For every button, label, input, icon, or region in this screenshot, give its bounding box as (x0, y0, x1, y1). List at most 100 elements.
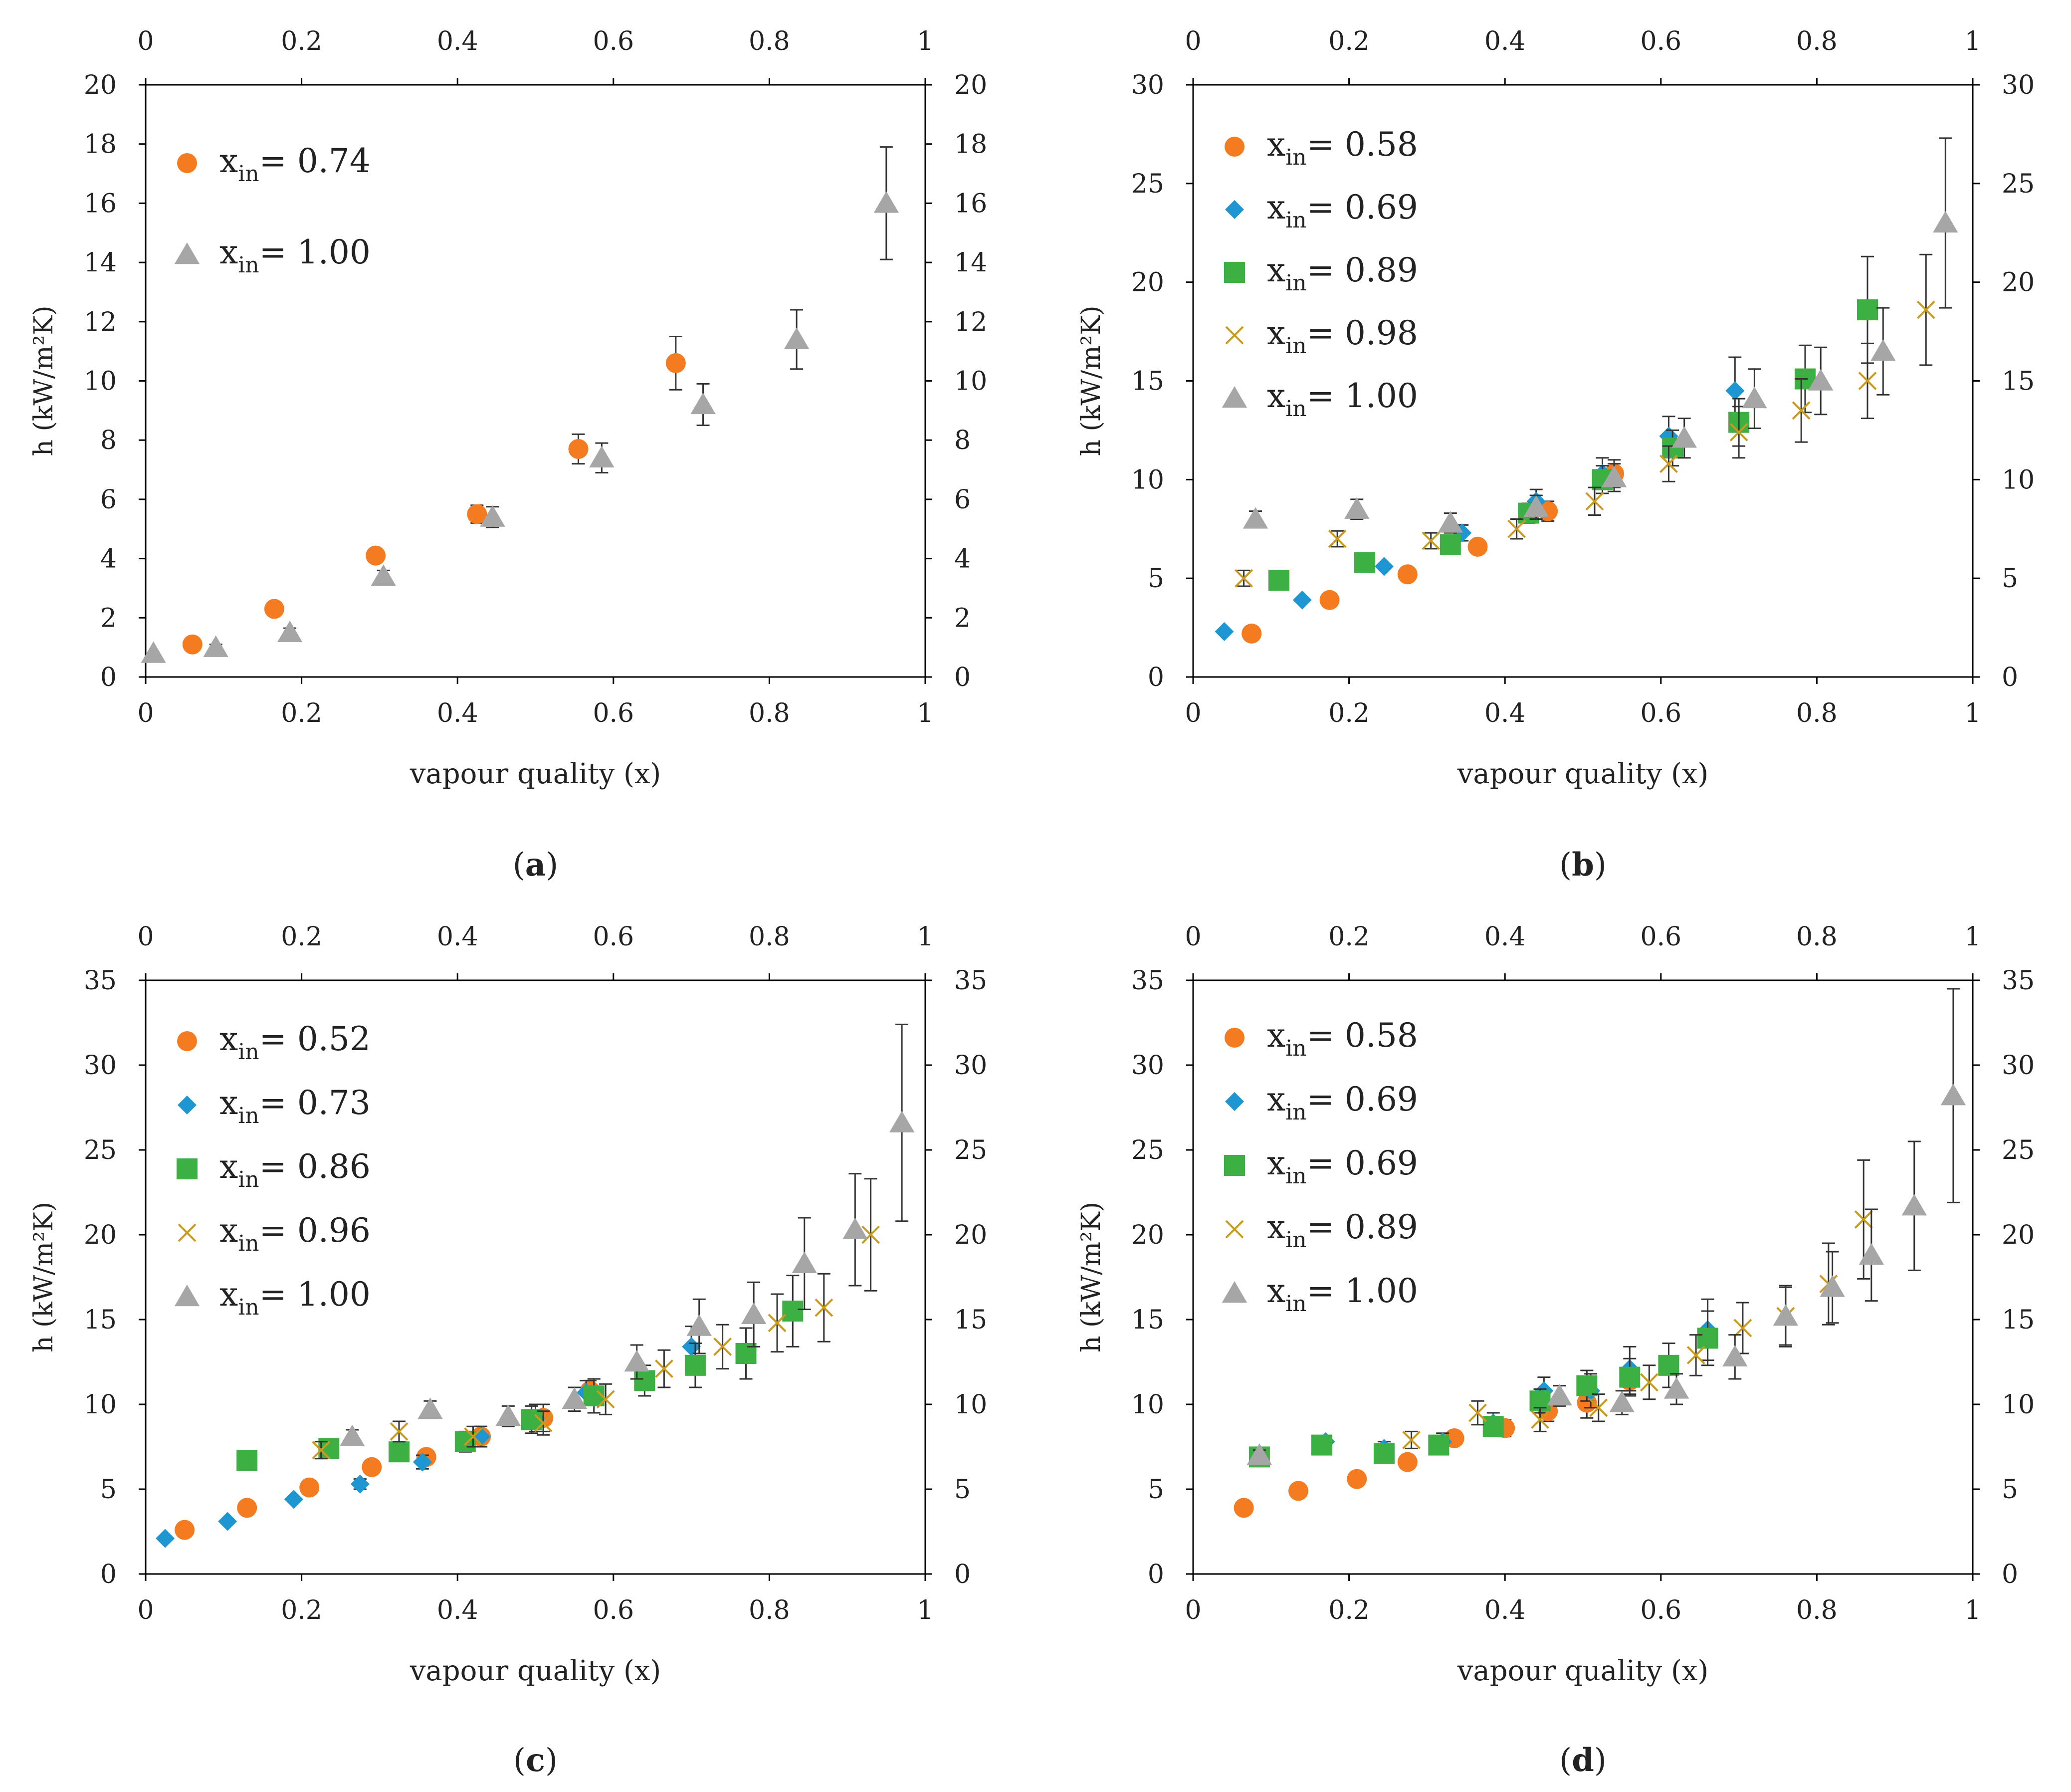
legend-value: = 1.00 (1307, 1272, 1418, 1310)
y-tick-label-right: 35 (954, 966, 987, 996)
legend-value: = 0.69 (1307, 1144, 1418, 1182)
x-tick-label: 1 (1964, 1595, 1981, 1625)
x-tick-label-top: 0.4 (437, 26, 478, 56)
data-point-triangle (480, 505, 505, 527)
data-point-cross (1659, 454, 1678, 473)
data-point-cross (1733, 1319, 1752, 1338)
legend-marker-triangle (1222, 1281, 1247, 1303)
x-tick-label: 0.4 (1484, 698, 1526, 728)
y-tick-label-right: 16 (954, 189, 987, 219)
x-tick-label-top: 0.8 (749, 26, 790, 56)
legend-subscript: in (1285, 333, 1306, 359)
legend-subscript: in (1285, 396, 1306, 422)
data-point-cross (768, 1314, 787, 1333)
data-point-cross (1916, 300, 1935, 319)
legend-marker-diamond (178, 1096, 197, 1115)
y-tick-label: 5 (1148, 1475, 1164, 1505)
y-tick-label: 25 (1131, 169, 1164, 199)
x-tick-label-top: 0.6 (1640, 922, 1681, 952)
legend-entry: xin= 0.69 (1267, 188, 1418, 233)
data-point-cross (1686, 1345, 1705, 1364)
data-point-cross (1422, 531, 1441, 550)
legend-marker-circle (1225, 137, 1244, 157)
legend-var: x (1267, 377, 1285, 415)
data-point-cross (1792, 401, 1811, 420)
data-point-diamond (156, 1529, 175, 1548)
data-point-circle (1288, 1481, 1309, 1501)
data-point-square (1268, 570, 1289, 591)
legend-subscript: in (1285, 145, 1306, 170)
data-point-cross (815, 1298, 833, 1317)
legend-value: = 0.52 (259, 1020, 371, 1058)
data-point-square (1576, 1375, 1598, 1396)
plot-frame (1192, 979, 1974, 1575)
legend-var: x (1267, 188, 1285, 226)
legend-value: = 0.73 (259, 1084, 371, 1122)
data-point-triangle (417, 1397, 443, 1419)
data-point-circle (665, 353, 686, 373)
y-tick-label: 15 (84, 1305, 117, 1335)
legend-marker-square (1224, 1155, 1245, 1176)
x-tick-label-top: 0.4 (1484, 26, 1526, 56)
legend-entry: xin= 0.69 (1267, 1080, 1418, 1125)
data-point-square (1697, 1328, 1718, 1349)
legend-value: = 0.58 (1307, 1016, 1418, 1055)
y-tick-label-right: 5 (2002, 1475, 2018, 1505)
x-tick-label: 0.2 (281, 1595, 322, 1625)
y-tick-label-right: 6 (954, 485, 971, 515)
x-tick-label-top: 0.2 (1328, 922, 1370, 952)
x-tick-label: 0.4 (437, 1595, 478, 1625)
data-point-circle (299, 1477, 320, 1498)
y-tick-label-right: 4 (954, 544, 971, 574)
data-point-square (1619, 1366, 1641, 1388)
data-point-triangle (889, 1111, 915, 1132)
data-point-square (1658, 1354, 1679, 1376)
x-tick-label: 0.8 (1796, 698, 1838, 728)
plot-frame (145, 979, 926, 1575)
y-tick-label: 15 (1131, 1305, 1164, 1335)
data-point-circle (237, 1498, 257, 1518)
data-point-cross (596, 1390, 615, 1409)
data-point-triangle (203, 635, 228, 657)
data-point-triangle (741, 1302, 767, 1324)
data-point-circle (264, 599, 284, 619)
data-point-cross (534, 1413, 553, 1432)
legend-var: x (1267, 1016, 1285, 1055)
x-tick-label-top: 0.6 (593, 922, 634, 952)
x-tick-label-top: 1 (917, 26, 933, 56)
data-point-cross (1507, 519, 1526, 538)
data-point-triangle (686, 1314, 712, 1336)
data-point-square (782, 1301, 804, 1322)
data-point-triangle (141, 641, 166, 663)
legend-marker-diamond (1225, 200, 1244, 219)
data-point-triangle (1609, 1390, 1635, 1412)
y-tick-label: 35 (84, 966, 117, 996)
legend-value: = 0.98 (1307, 314, 1418, 352)
legend-var: x (1267, 125, 1285, 164)
data-point-circle (1319, 590, 1340, 610)
y-tick-label-right: 0 (954, 663, 971, 692)
data-point-square (1482, 1416, 1504, 1437)
x-tick-label-top: 0.2 (1328, 26, 1370, 56)
y-tick-label: 5 (1148, 564, 1164, 594)
legend-entry: xin= 0.74 (219, 142, 371, 187)
data-point-triangle (1773, 1304, 1799, 1326)
series-5 (1243, 137, 1958, 534)
data-point-square (1857, 299, 1878, 321)
data-point-triangle (624, 1350, 649, 1372)
legend-entry: xin= 1.00 (219, 233, 371, 278)
x-axis-label: vapour quality (x) (410, 1655, 661, 1687)
legend-marker-diamond (1225, 1092, 1244, 1111)
legend-var: x (219, 142, 238, 180)
data-point-circle (182, 634, 203, 655)
legend-var: x (1267, 1080, 1285, 1119)
y-tick-label: 30 (1131, 1051, 1164, 1081)
y-tick-label: 0 (100, 1560, 117, 1589)
data-point-triangle (1808, 369, 1834, 391)
y-tick-label-right: 0 (2002, 1560, 2018, 1589)
legend-subscript: in (238, 1103, 259, 1128)
caption-letter: d (1572, 1742, 1594, 1779)
data-point-triangle (1438, 511, 1463, 533)
x-tick-label-top: 0.4 (1484, 922, 1526, 952)
